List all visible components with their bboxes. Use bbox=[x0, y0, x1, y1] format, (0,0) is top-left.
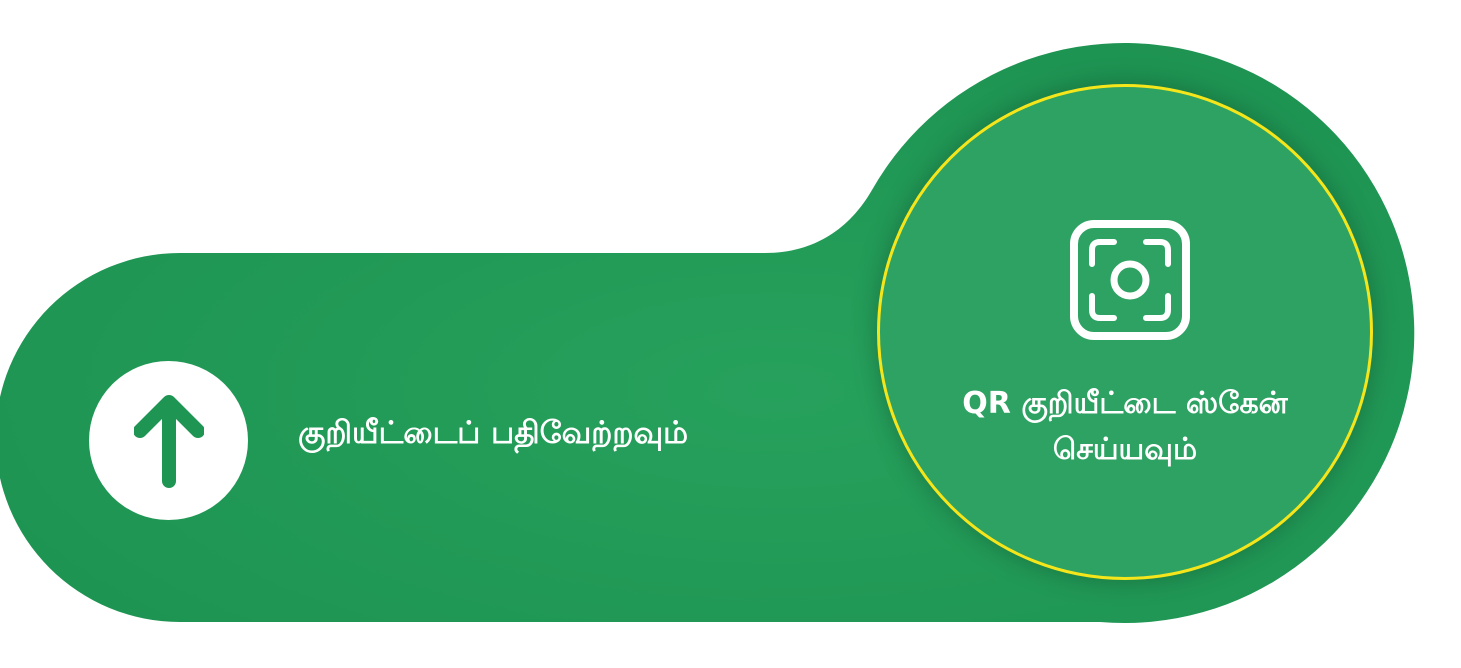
upload-code-button[interactable] bbox=[89, 361, 248, 520]
scan-qr-label-line2: செய்யவும் bbox=[1052, 432, 1198, 467]
upload-code-label[interactable]: குறியீட்டைப் பதிவேற்றவும் bbox=[298, 415, 689, 451]
scan-qr-label[interactable]: QR குறியீட்டை ஸ்கேன் செய்யவும் bbox=[900, 381, 1350, 473]
arrow-up-icon bbox=[133, 394, 204, 488]
scan-qr-button[interactable]: QR குறியீட்டை ஸ்கேன் செய்யவும் bbox=[877, 84, 1373, 580]
scan-qr-label-line1: QR குறியீட்டை ஸ்கேன் bbox=[962, 386, 1288, 421]
scan-qr-icon bbox=[1070, 220, 1190, 340]
